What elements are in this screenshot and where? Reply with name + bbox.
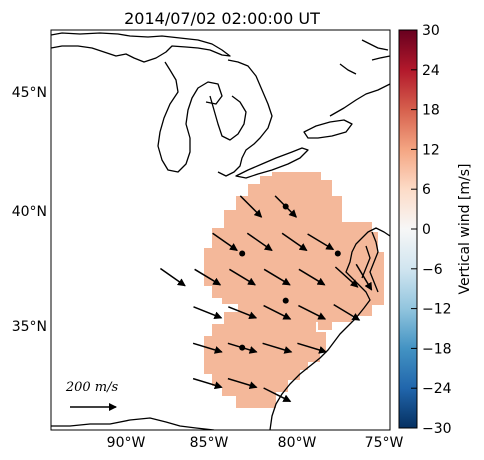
station-marker (334, 250, 341, 257)
wind-vector (263, 387, 292, 403)
wind-vector (192, 377, 223, 390)
coastlines (51, 32, 390, 430)
wind-vector (263, 268, 291, 286)
colorbar-tick-label: 30 (422, 23, 440, 39)
map-frame (50, 29, 391, 431)
map-area: 200 m/s (51, 32, 390, 430)
colorbar-tick-label: 18 (422, 103, 440, 119)
station-marker (282, 297, 289, 304)
colorbar-tick-label: 12 (422, 142, 440, 158)
wind-vector (263, 304, 292, 320)
colorbar-label: Vertical wind [m/s] (457, 164, 473, 295)
lon-axis: 90°W 85°W 80°W 75°W (107, 435, 404, 451)
station-marker (239, 250, 246, 257)
wind-vector (333, 303, 361, 321)
field-region-south (204, 304, 326, 408)
colorbar-tick-label: 0 (422, 222, 431, 238)
st-lawrence (329, 39, 390, 117)
reference-arrow-label: 200 m/s (65, 380, 119, 395)
wind-vector (192, 342, 223, 354)
lon-tick-label: 90°W (107, 435, 146, 451)
wind-vector (229, 268, 256, 286)
wind-vector (227, 377, 258, 390)
wind-vector (159, 267, 186, 287)
lon-tick-label: 75°W (365, 435, 404, 451)
wind-vector (298, 304, 327, 320)
wind-vector (355, 263, 373, 291)
lon-tick-label: 85°W (190, 435, 229, 451)
wind-vector (307, 233, 335, 251)
field-region-north (204, 172, 384, 330)
colorbar-tick-label: 6 (422, 182, 431, 198)
wind-vector (281, 232, 308, 252)
colorbar-tick-label: 24 (422, 63, 440, 79)
wind-vector (262, 342, 293, 354)
colorbar-tick-label: −6 (422, 262, 443, 278)
lat-tick-label: 35°N (12, 319, 47, 335)
lake-superior (51, 32, 231, 63)
lon-tick-label: 80°W (278, 435, 317, 451)
wind-vector (194, 268, 222, 286)
map-title: 2014/07/02 02:00:00 UT (124, 9, 320, 28)
lake-huron (209, 59, 273, 177)
wind-vector (193, 306, 223, 320)
station-marker (282, 203, 289, 210)
wind-vector (298, 268, 326, 286)
colorbar-tick-label: −30 (422, 421, 452, 437)
wind-vector (228, 306, 258, 320)
vertical-wind-field (204, 172, 384, 408)
wind-vector (246, 232, 273, 252)
wind-vector (212, 232, 238, 252)
stations (239, 203, 341, 351)
wind-vector (239, 195, 263, 218)
wind-vector (334, 266, 359, 288)
lake-michigan (157, 61, 223, 173)
colorbar-tick-label: −12 (422, 302, 452, 318)
colorbar-tick-label: −18 (422, 341, 452, 357)
chesapeake-bay (361, 231, 379, 293)
wind-vector (297, 342, 328, 354)
lake-ontario (303, 119, 353, 139)
colorbar-ticks: 30 24 18 12 6 0 −6 −12 −18 −24 −30 (411, 23, 452, 437)
gulf-coast (51, 417, 215, 430)
wind-vectors (159, 195, 373, 403)
lake-erie (235, 147, 309, 179)
lat-tick-label: 40°N (12, 204, 47, 220)
colorbar: 30 24 18 12 6 0 −6 −12 −18 −24 −30 Vertical wind [… (398, 23, 473, 437)
colorbar-tick-label: −24 (422, 381, 452, 397)
atlantic-coast (269, 227, 390, 430)
lat-tick-label: 45°N (12, 85, 47, 101)
lat-axis: 45°N 40°N 35°N (12, 85, 47, 335)
station-marker (239, 344, 246, 351)
reference-arrow: 200 m/s (65, 380, 119, 411)
